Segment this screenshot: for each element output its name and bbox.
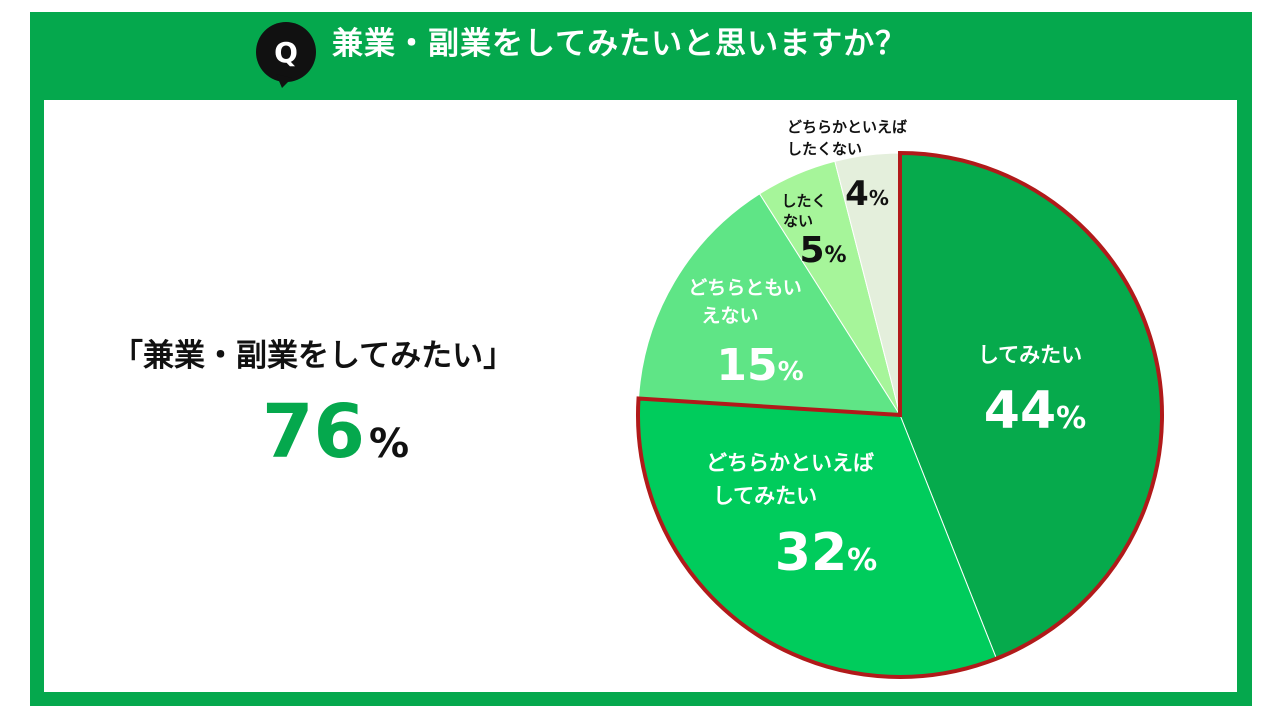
slice-label-3: どちらともい (688, 277, 802, 299)
q-badge-letter: Q (274, 36, 298, 69)
summary-unit: % (368, 421, 410, 467)
slice-value-3: 15% (716, 340, 803, 391)
slice-label-4: したく (781, 192, 826, 210)
slice-label-2: してみたい (713, 484, 817, 508)
summary-number: 76 (262, 389, 365, 475)
slice-label-5: どちらかといえば (787, 118, 907, 136)
slice-label-3: えない (701, 305, 758, 327)
pie-slice-3 (637, 193, 901, 416)
summary-label: 「兼業・副業をしてみたい」 (112, 338, 515, 374)
slice-label-2: どちらかといえば (706, 451, 874, 475)
slice-value-5: 4% (845, 174, 889, 214)
slice-value-2: 32% (775, 523, 877, 583)
slice-label-4: ない (783, 212, 813, 230)
summary-value: 76% (262, 386, 409, 498)
q-badge-icon: Q (256, 22, 316, 88)
slice-label-1: してみたい (978, 343, 1082, 367)
slice-value-1: 44% (984, 381, 1086, 441)
question-title: 兼業・副業をしてみたいと思いますか？ (332, 26, 908, 62)
highlight-outline (636, 150, 1164, 679)
slice-label-5: したくない (787, 140, 862, 158)
slice-value-4: 5% (799, 230, 846, 271)
